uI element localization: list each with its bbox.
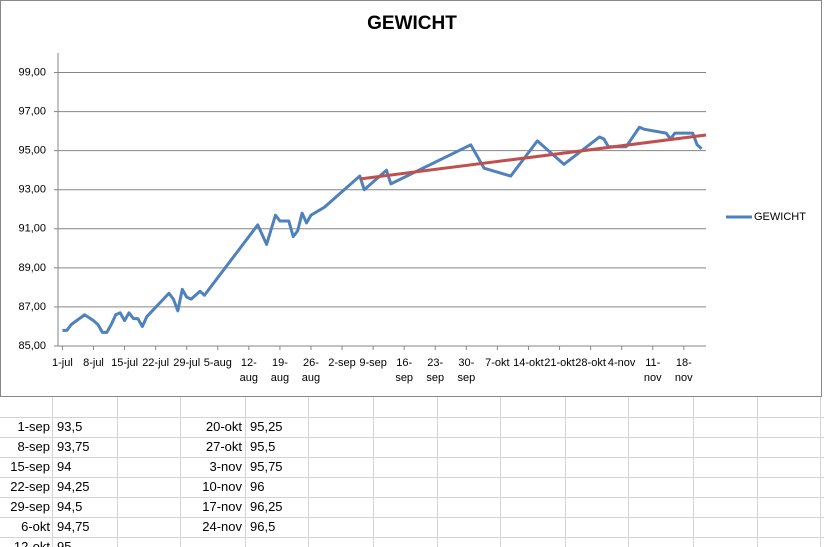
x-tick-label: 12-aug [239,357,259,384]
y-tick-label: 93,00 [18,184,46,196]
x-tick-label: 2-sep [328,357,356,369]
x-tick-label: 8-jul [83,357,104,369]
y-tick-label: 97,00 [18,106,46,118]
table-cell: 95 [57,539,72,547]
x-tick-label: 4-nov [607,357,636,369]
table-cell: 96 [250,479,265,494]
legend-label: GEWICHT [754,211,806,223]
x-tick-label: 1-jul [52,357,73,369]
x-tick-label: 14-okt [513,357,544,369]
table-cell: 95,5 [250,439,276,454]
y-tick-label: 85,00 [18,340,46,352]
table-cell: 93,5 [57,419,83,434]
x-tick-label: 22-jul [142,357,170,369]
table-cell: 94 [57,459,72,474]
x-tick-label: 7-okt [485,357,510,369]
x-tick-label: 30-sep [457,357,476,384]
x-tick-label: 19-aug [270,357,290,384]
x-tick-label: 23-sep [426,357,445,384]
x-tick-label: 28-okt [575,357,606,369]
table-cell: 96,25 [250,499,283,514]
x-tick-label: 11-nov [643,357,662,384]
x-tick-label: 18-nov [674,357,693,384]
y-tick-label: 95,00 [18,145,46,157]
table-cell: 94,75 [57,519,90,534]
x-tick-label: 15-jul [111,357,139,369]
x-tick-label: 5-aug [203,357,232,369]
y-tick-label: 89,00 [18,262,46,274]
table-cell: 94,5 [57,499,83,514]
data-line [62,125,703,334]
trendline [359,133,707,181]
table-cell: 29-sep [10,499,50,514]
table-cell: 1-sep [17,419,50,434]
chart-title: GEWICHT [367,13,457,34]
table-cell: 17-nov [202,499,242,514]
table-cell: 93,75 [57,439,90,454]
table-cell: 27-okt [205,439,242,454]
table-cell: 20-okt [205,419,242,434]
y-tick-label: 91,00 [18,223,46,235]
table-cell: 15-sep [10,459,50,474]
x-tick-label: 21-okt [544,357,575,369]
x-tick-label: 16-sep [395,357,414,384]
table-cell: 94,25 [57,479,90,494]
y-tick-label: 87,00 [18,301,46,313]
chart-area [0,0,822,397]
table-cell: 3-nov [209,459,242,474]
table-cell: 95,75 [250,459,283,474]
y-tick-label: 99,00 [18,66,46,78]
table-cell: 10-nov [202,479,242,494]
table-cell: 24-nov [202,519,242,534]
table-cell: 96,5 [250,519,276,534]
x-tick-label: 29-jul [173,357,201,369]
table-cell: 8-sep [17,439,50,454]
table-cell: 22-sep [10,479,50,494]
table-cell: 12-okt [13,539,50,547]
table-cell: 95,25 [250,419,283,434]
x-tick-label: 9-sep [359,357,387,369]
table-cell: 6-okt [21,519,50,534]
x-tick-label: 26-aug [301,357,321,384]
